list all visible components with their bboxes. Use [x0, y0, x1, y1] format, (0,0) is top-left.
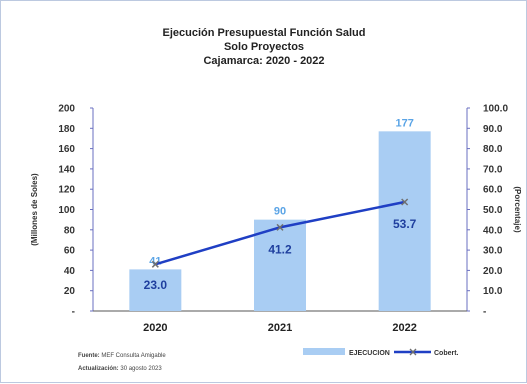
bar: [254, 219, 306, 311]
y-tick-label: 120: [58, 185, 75, 196]
line-marker: [151, 260, 159, 268]
x-tick-label: 2020: [143, 322, 167, 334]
y2-tick-label: 20.0: [483, 266, 503, 277]
y2-tick-label: 60.0: [483, 185, 503, 196]
footer-source: Fuente: MEF Consulta Amigable: [78, 353, 166, 359]
footer-updated-label: Actualización:: [78, 366, 119, 372]
legend-swatch-bar: [303, 348, 345, 355]
legend-label-bar: EJECUCION: [349, 350, 390, 357]
y-tick-label: 100: [58, 205, 75, 216]
y2-tick-label: 30.0: [483, 246, 503, 257]
y2-tick-label: 100.0: [483, 104, 508, 115]
y-tick-label: 180: [58, 124, 75, 135]
line-value-label: 41.2: [268, 242, 292, 256]
bar-value-label: 177: [395, 117, 413, 129]
y2-tick-label: -: [483, 307, 486, 318]
y-tick-label: 60: [64, 246, 76, 257]
line-marker: [401, 198, 409, 206]
y-axis-title: (Millones de Soles): [30, 173, 39, 246]
footer-updated-text: 30 agosto 2023: [120, 366, 162, 372]
bar: [378, 131, 431, 311]
y-tick-label: -: [72, 307, 75, 318]
bar-value-label: 41: [149, 255, 161, 267]
y-tick-label: 160: [58, 144, 75, 155]
y-tick-label: 80: [64, 225, 76, 236]
y2-tick-label: 70.0: [483, 164, 503, 175]
y-tick-label: 20: [64, 286, 76, 297]
line-marker: [276, 223, 284, 231]
x-tick-label: 2021: [268, 322, 292, 334]
chart-title-line-2: Solo Proyectos: [224, 41, 304, 53]
chart-title-line-3: Cajamarca: 2020 - 2022: [203, 55, 324, 67]
y2-axis-title: (Porcentaje): [513, 186, 522, 233]
bar: [129, 269, 182, 311]
y-tick-label: 200: [58, 104, 75, 115]
line-value-label: 53.7: [393, 217, 417, 231]
y2-tick-label: 90.0: [483, 124, 503, 135]
y2-tick-label: 80.0: [483, 144, 503, 155]
chart-title-line-1: Ejecución Presupuestal Función Salud: [163, 27, 366, 39]
legend-label-line: Cobert.: [434, 350, 459, 357]
y-tick-label: 140: [58, 164, 75, 175]
line-value-label: 23.0: [144, 278, 168, 292]
legend-swatch-marker: [409, 348, 417, 356]
y2-tick-label: 40.0: [483, 225, 503, 236]
y2-tick-label: 10.0: [483, 286, 503, 297]
y-tick-label: 40: [64, 266, 76, 277]
footer-source-label: Fuente:: [78, 353, 100, 359]
bar-value-label: 90: [274, 206, 286, 218]
footer-updated: Actualización: 30 agosto 2023: [78, 366, 162, 372]
footer-source-text: MEF Consulta Amigable: [101, 353, 166, 359]
y2-tick-label: 50.0: [483, 205, 503, 216]
x-tick-label: 2022: [392, 322, 416, 334]
